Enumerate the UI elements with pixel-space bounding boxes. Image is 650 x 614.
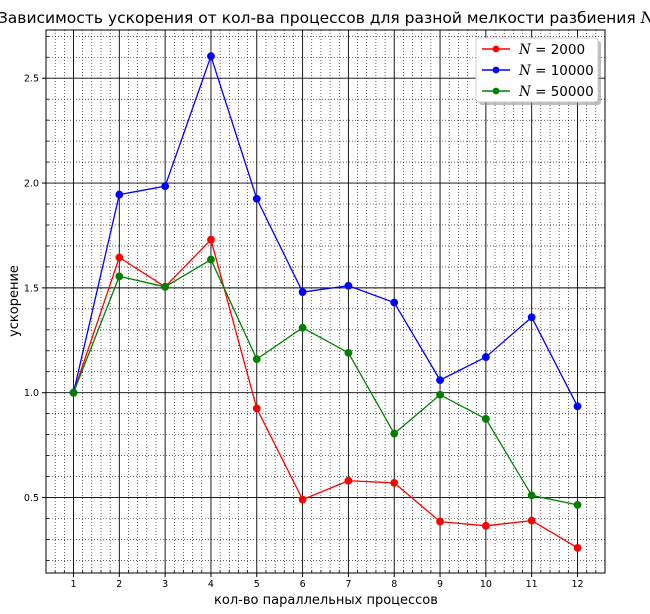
series-line	[72, 55, 579, 407]
legend-variable: N	[518, 84, 532, 100]
y-tick-label: 0.5	[24, 493, 39, 504]
x-tick-label: 5	[254, 579, 260, 590]
legend-label: N = 2000	[518, 42, 585, 58]
chart-title-text: Зависимость ускорения от кол-ва процессо…	[0, 9, 636, 27]
legend-box	[475, 37, 599, 103]
data-point	[481, 521, 490, 530]
data-point	[481, 353, 490, 361]
y-axis-label: ускорение	[7, 265, 22, 337]
data-point	[252, 404, 261, 413]
chart-title: Зависимость ускорения от кол-ва процессо…	[0, 9, 650, 27]
data-point	[344, 476, 353, 485]
data-point	[115, 190, 124, 199]
x-axis-label: кол-во параллельных процессов	[214, 593, 438, 608]
data-point	[161, 282, 170, 291]
data-point	[481, 415, 490, 423]
data-point	[207, 52, 215, 61]
data-point	[207, 255, 215, 264]
x-tick-label: 2	[116, 579, 122, 590]
x-tick-label: 11	[526, 579, 538, 590]
data-point	[573, 500, 582, 509]
data-point	[527, 491, 536, 500]
legend-value: 10000	[551, 63, 594, 79]
legend-item: N = 50000	[482, 84, 594, 100]
legend-marker	[492, 45, 500, 53]
data-point	[207, 235, 215, 244]
series-10000	[69, 52, 582, 411]
data-point	[573, 402, 582, 411]
data-point	[436, 390, 444, 399]
legend-equals: =	[531, 63, 551, 79]
data-point	[573, 543, 582, 552]
x-tick-label: 3	[162, 579, 168, 590]
legend-marker	[492, 66, 500, 74]
data-point	[390, 298, 399, 307]
data-point	[390, 478, 399, 487]
x-tick-label: 6	[300, 579, 306, 590]
data-point	[252, 194, 261, 203]
data-point	[115, 272, 124, 281]
legend-equals: =	[531, 84, 551, 100]
legend-label: N = 50000	[518, 84, 594, 100]
legend-item: N = 2000	[482, 42, 585, 58]
y-tick-label: 1.5	[24, 283, 39, 294]
x-tick-label: 4	[208, 579, 214, 590]
y-tick-label: 2.5	[24, 74, 39, 85]
series-50000	[69, 255, 582, 509]
legend-value: 50000	[551, 84, 594, 100]
legend-item: N = 10000	[482, 63, 594, 79]
legend-value: 2000	[551, 42, 585, 58]
legend-marker	[492, 87, 500, 95]
chart-title-variable: N	[640, 9, 650, 27]
data-point	[527, 516, 536, 525]
x-tick-label: 8	[391, 579, 397, 590]
data-point	[298, 495, 307, 504]
data-point	[344, 348, 353, 357]
series-2000	[69, 235, 582, 552]
x-tick-label: 10	[480, 579, 492, 590]
x-tick-label: 1	[70, 579, 76, 590]
series-line	[72, 258, 578, 506]
data-point	[115, 253, 124, 262]
legend-equals: =	[531, 42, 551, 58]
x-tick-label: 7	[345, 579, 351, 590]
data-point	[436, 376, 444, 385]
data-point	[161, 182, 170, 191]
data-point	[69, 388, 78, 397]
data-point	[298, 288, 307, 296]
data-point	[436, 517, 444, 526]
x-tick-label: 12	[571, 579, 583, 590]
y-tick-label: 2.0	[24, 179, 39, 190]
legend-variable: N	[518, 63, 532, 79]
data-point	[390, 429, 399, 438]
data-point	[252, 355, 261, 364]
y-tick-label: 1.0	[24, 388, 39, 399]
legend-label: N = 10000	[518, 63, 594, 79]
data-point	[527, 313, 536, 322]
data-point	[344, 281, 353, 290]
series-line	[72, 238, 578, 549]
x-tick-label: 9	[437, 579, 443, 590]
data-point	[298, 323, 307, 332]
plot-area	[45, 29, 606, 574]
legend-variable: N	[518, 42, 532, 58]
